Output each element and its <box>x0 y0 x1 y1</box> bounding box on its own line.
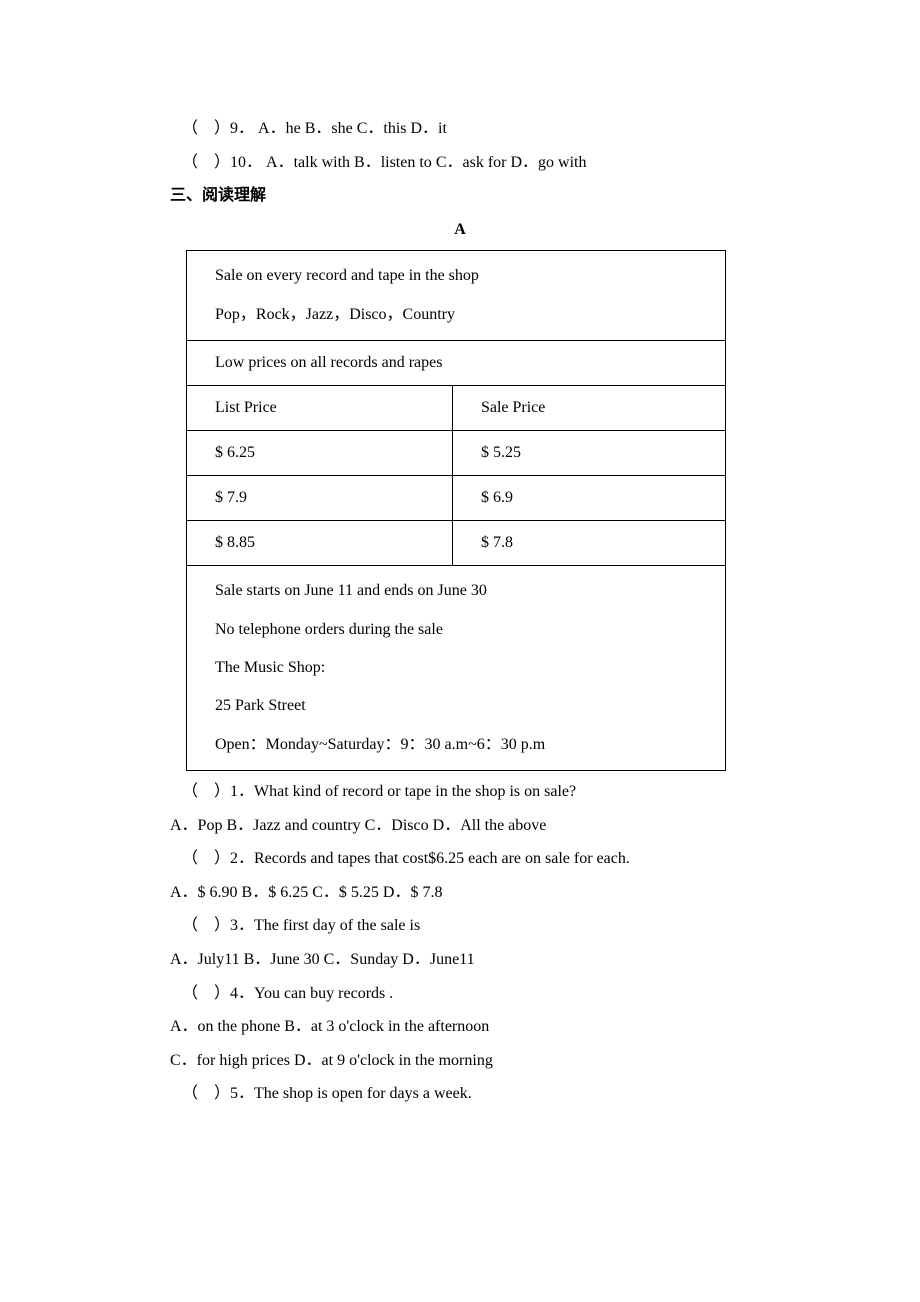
q10-opt-a: A．talk with <box>266 154 350 171</box>
reading-q2-opts: A．$ 6.90 B．$ 6.25 C．$ 5.25 D．$ 7.8 <box>170 876 750 910</box>
table-row: $ 8.85 $ 7.8 <box>187 521 726 566</box>
reading-q4: （ ）4．You can buy records . <box>170 977 750 1011</box>
question-9: （ ）9． A．he B．she C．this D．it <box>170 112 750 146</box>
q10-prefix: （ ）10． <box>182 154 262 171</box>
table-row: List Price Sale Price <box>187 386 726 431</box>
reading-q3: （ ）3．The first day of the sale is <box>170 909 750 943</box>
reading-q2: （ ）2．Records and tapes that cost$6.25 ea… <box>170 842 750 876</box>
table-cell-sale2: $ 6.9 <box>452 476 725 521</box>
table-row: Sale on every record and tape in the sho… <box>187 251 726 341</box>
q10-opt-d: D．go with <box>510 154 586 171</box>
intro-line-1: Sale on every record and tape in the sho… <box>215 257 715 295</box>
reading-q4-opts-ab: A．on the phone B．at 3 o'clock in the aft… <box>170 1010 750 1044</box>
table-row: Sale starts on June 11 and ends on June … <box>187 566 726 771</box>
intro-line-2: Pop，Rock，Jazz，Disco，Country <box>215 296 715 334</box>
q9-prefix: （ ）9． <box>182 120 254 137</box>
page: （ ）9． A．he B．she C．this D．it （ ）10． A．ta… <box>0 0 920 1302</box>
details-line-4: 25 Park Street <box>215 687 715 725</box>
table-cell-list3: $ 8.85 <box>187 521 453 566</box>
q10-opt-b: B．listen to <box>354 154 432 171</box>
q9-opt-a: A．he <box>258 120 301 137</box>
question-10: （ ）10． A．talk with B．listen to C．ask for… <box>170 146 750 180</box>
table-row: Low prices on all records and rapes <box>187 341 726 386</box>
table-cell-sale1: $ 5.25 <box>452 431 725 476</box>
details-line-1: Sale starts on June 11 and ends on June … <box>215 572 715 610</box>
reading-q1-opts: A．Pop B．Jazz and country C．Disco D．All t… <box>170 809 750 843</box>
reading-q4-opts-cd: C．for high prices D．at 9 o'clock in the … <box>170 1044 750 1078</box>
section-3-heading: 三、阅读理解 <box>170 179 750 213</box>
table-cell-sale3: $ 7.8 <box>452 521 725 566</box>
q9-opt-b: B．she <box>305 120 353 137</box>
table-header-sale: Sale Price <box>452 386 725 431</box>
table-cell-intro: Sale on every record and tape in the sho… <box>187 251 726 341</box>
table-cell-list1: $ 6.25 <box>187 431 453 476</box>
reading-q3-opts: A．July11 B．June 30 C．Sunday D．June11 <box>170 943 750 977</box>
table-cell-details: Sale starts on June 11 and ends on June … <box>187 566 726 771</box>
details-line-5: Open：Monday~Saturday：9：30 a.m~6：30 p.m <box>215 726 715 764</box>
q10-opt-c: C．ask for <box>436 154 507 171</box>
table-cell-list2: $ 7.9 <box>187 476 453 521</box>
details-line-2: No telephone orders during the sale <box>215 611 715 649</box>
passage-a-label: A <box>170 213 750 247</box>
table-header-list: List Price <box>187 386 453 431</box>
table-row: $ 7.9 $ 6.9 <box>187 476 726 521</box>
details-line-3: The Music Shop: <box>215 649 715 687</box>
table-cell-lowprice: Low prices on all records and rapes <box>187 341 726 386</box>
reading-q5: （ ）5．The shop is open for days a week. <box>170 1077 750 1111</box>
table-row: $ 6.25 $ 5.25 <box>187 431 726 476</box>
q9-opt-c: C．this <box>357 120 407 137</box>
reading-q1: （ ）1．What kind of record or tape in the … <box>170 775 750 809</box>
passage-a-table: Sale on every record and tape in the sho… <box>186 250 726 771</box>
q9-opt-d: D．it <box>411 120 447 137</box>
